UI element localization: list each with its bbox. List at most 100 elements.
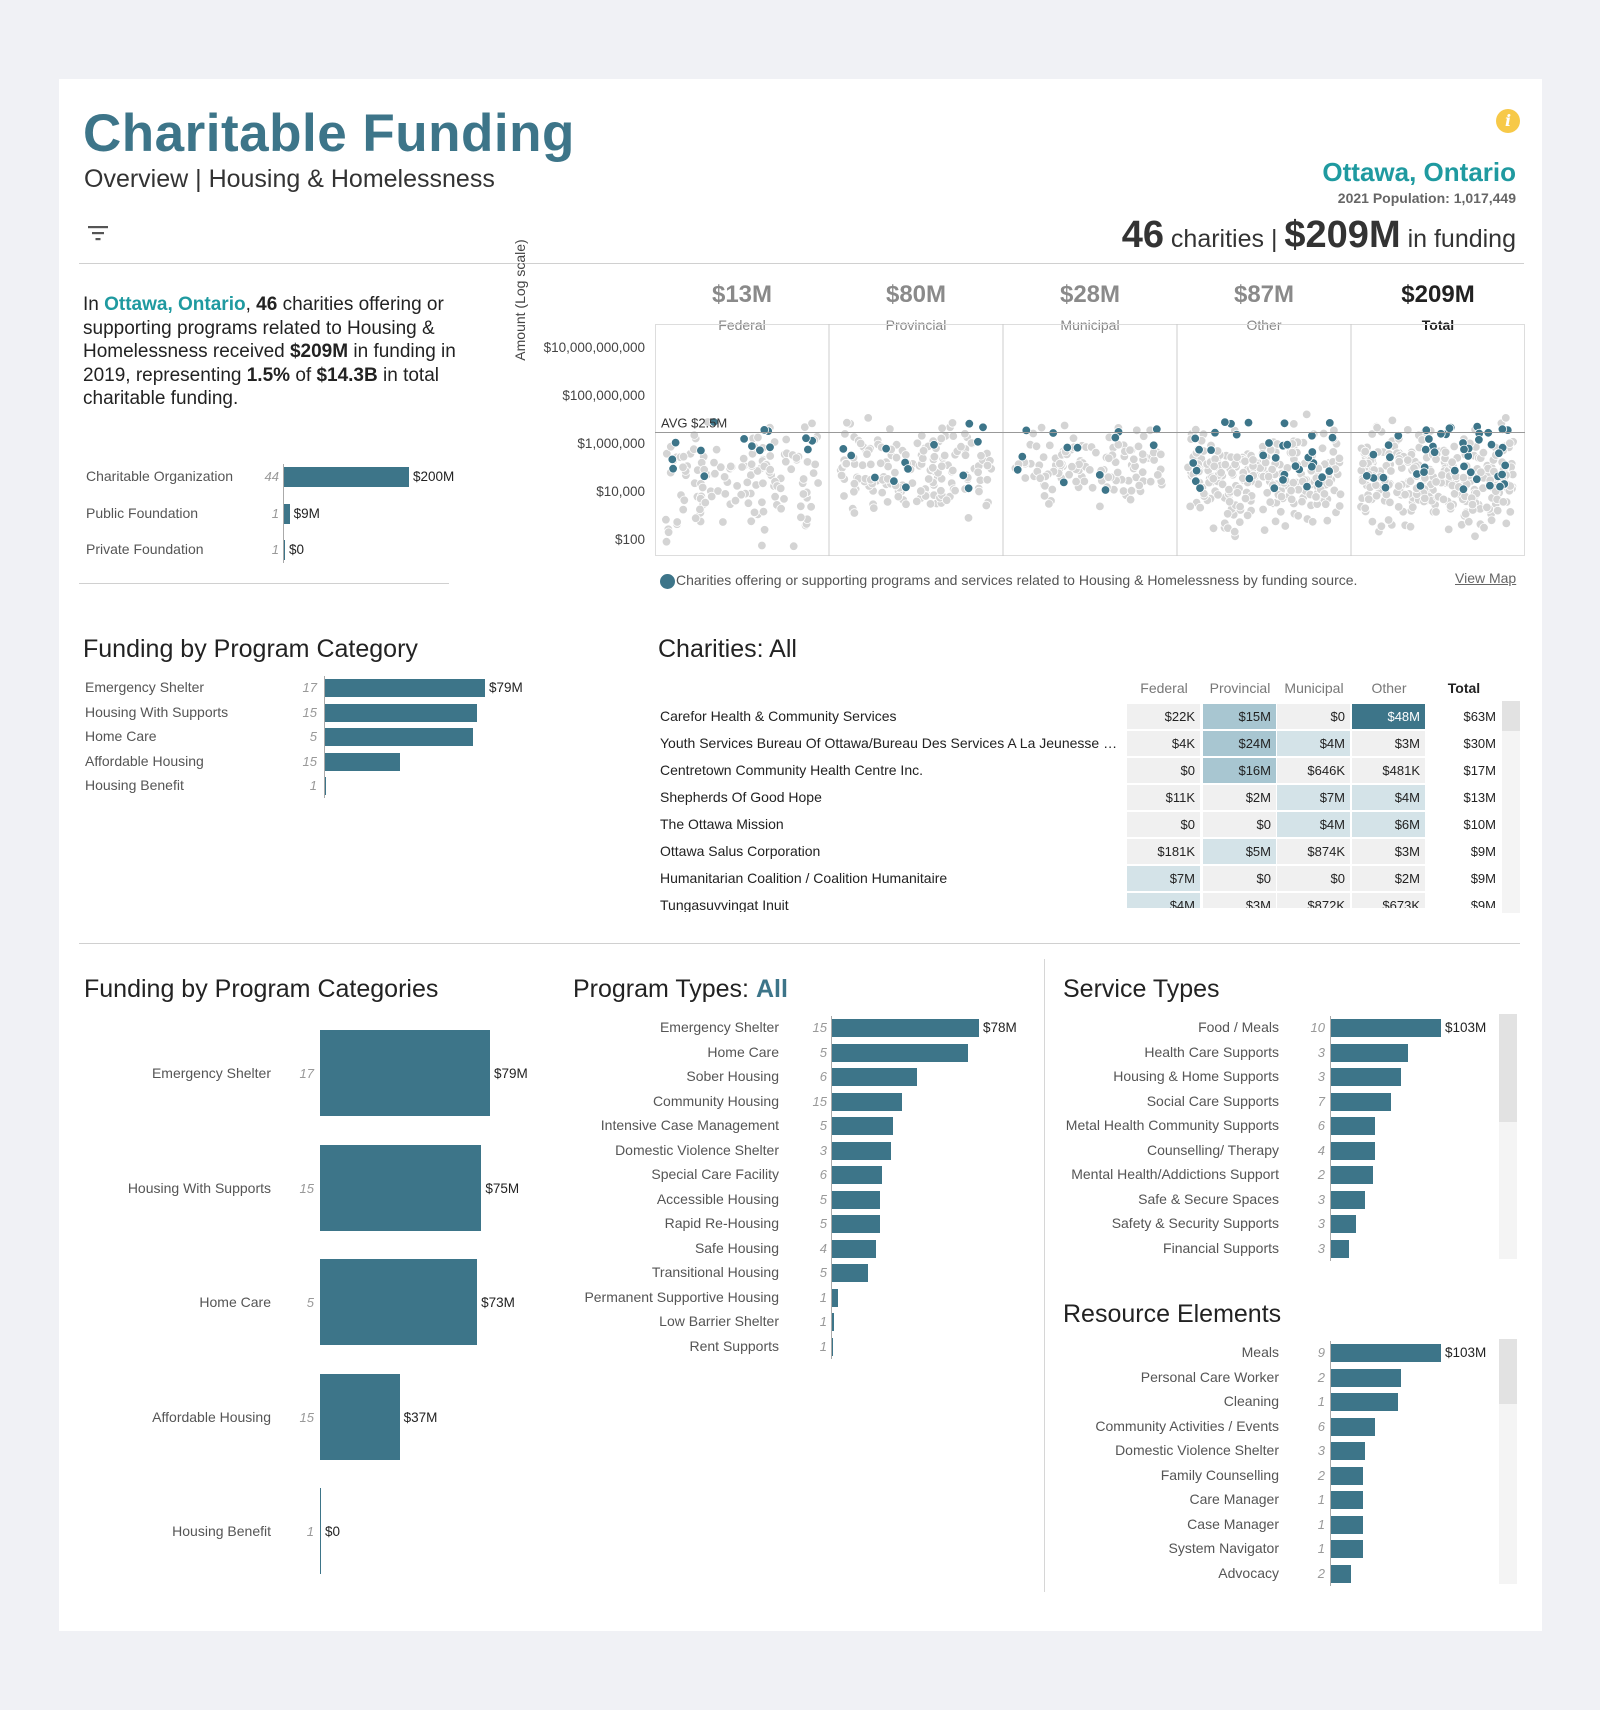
program-type-label[interactable]: Rent Supports <box>689 1337 780 1354</box>
program-type-bar[interactable] <box>832 1313 834 1331</box>
view-map-link[interactable]: View Map <box>1455 570 1517 586</box>
table-cell[interactable]: $48M <box>1352 704 1425 729</box>
program-type-label[interactable]: Domestic Violence Shelter <box>615 1141 779 1158</box>
table-row-name[interactable]: Ottawa Salus Corporation <box>660 843 821 859</box>
program-type-label[interactable]: Accessible Housing <box>656 1190 779 1207</box>
program-categories-label[interactable]: Affordable Housing <box>152 1408 271 1425</box>
program-type-label[interactable]: Home Care <box>707 1043 779 1060</box>
service-type-bar[interactable] <box>1331 1068 1402 1086</box>
resource-element-bar[interactable] <box>1331 1442 1365 1460</box>
table-cell[interactable]: $4M <box>1277 812 1350 837</box>
table-row-name[interactable]: Carefor Health & Community Services <box>660 708 897 724</box>
service-type-label[interactable]: Safe & Secure Spaces <box>1138 1190 1279 1207</box>
resource-element-bar[interactable] <box>1331 1491 1364 1509</box>
program-type-label[interactable]: Emergency Shelter <box>659 1019 779 1035</box>
program-type-label[interactable]: Low Barrier Shelter <box>659 1313 779 1329</box>
resource-element-bar[interactable] <box>1331 1564 1352 1583</box>
resource-element-label[interactable]: System Navigator <box>1168 1540 1279 1556</box>
program-category-label[interactable]: Affordable Housing <box>85 752 204 769</box>
table-cell[interactable]: $181K <box>1127 839 1200 864</box>
service-type-bar[interactable] <box>1331 1239 1350 1258</box>
service-type-label[interactable]: Counselling/ Therapy <box>1146 1141 1279 1158</box>
program-category-label[interactable]: Housing Benefit <box>85 777 184 793</box>
table-column-header[interactable]: Total <box>1447 680 1481 696</box>
org-type-bar[interactable] <box>284 503 290 524</box>
table-cell[interactable]: $0 <box>1127 758 1200 783</box>
service-type-label[interactable]: Metal Health Community Supports <box>1065 1117 1279 1133</box>
program-type-label[interactable]: Community Housing <box>652 1092 779 1109</box>
table-cell[interactable]: $3M <box>1352 731 1425 756</box>
program-type-label[interactable]: Sober Housing <box>686 1068 779 1084</box>
program-category-bar[interactable] <box>325 679 485 697</box>
table-row-name[interactable]: Tungasuvvingat Inuit <box>660 897 789 912</box>
table-row-name[interactable]: The Ottawa Mission <box>660 816 784 832</box>
program-type-bar[interactable] <box>832 1337 833 1356</box>
table-cell[interactable]: $4M <box>1352 785 1425 810</box>
program-type-label[interactable]: Special Care Facility <box>651 1166 779 1182</box>
program-type-bar[interactable] <box>832 1092 902 1111</box>
resource-element-bar[interactable] <box>1331 1515 1364 1534</box>
program-category-label[interactable]: Emergency Shelter <box>85 679 205 695</box>
table-column-header[interactable]: Federal <box>1140 680 1188 696</box>
resource-element-bar[interactable] <box>1331 1393 1399 1411</box>
service-type-bar[interactable] <box>1331 1190 1365 1209</box>
program-type-bar[interactable] <box>832 1239 877 1258</box>
resource-element-label[interactable]: Family Counselling <box>1160 1466 1279 1483</box>
org-type-bar[interactable] <box>284 540 285 560</box>
program-category-label[interactable]: Home Care <box>85 728 157 744</box>
scatter-plot[interactable]: AVG $2.5M <box>655 324 1525 556</box>
program-type-bar[interactable] <box>832 1215 881 1233</box>
program-type-bar[interactable] <box>832 1166 882 1184</box>
table-cell[interactable]: $0 <box>1277 866 1350 891</box>
program-categories-bar[interactable] <box>320 1144 482 1231</box>
table-cell[interactable]: $0 <box>1203 866 1276 891</box>
resource-element-label[interactable]: Case Manager <box>1187 1515 1279 1532</box>
table-cell[interactable]: $646K <box>1277 758 1350 783</box>
table-column-header[interactable]: Municipal <box>1284 680 1344 696</box>
program-type-label[interactable]: Rapid Re-Housing <box>664 1215 779 1231</box>
service-type-label[interactable]: Financial Supports <box>1163 1239 1279 1256</box>
table-cell[interactable]: $7M <box>1127 866 1200 891</box>
org-type-label[interactable]: Charitable Organization <box>86 468 234 484</box>
org-type-bar[interactable] <box>284 467 409 487</box>
resource-element-bar[interactable] <box>1331 1540 1364 1558</box>
table-row-name[interactable]: Humanitarian Coalition / Coalition Human… <box>660 870 948 886</box>
service-type-label[interactable]: Social Care Supports <box>1146 1092 1279 1109</box>
program-category-bar[interactable] <box>325 752 400 771</box>
resource-element-bar[interactable] <box>1331 1417 1375 1436</box>
service-type-label[interactable]: Safety & Security Supports <box>1111 1215 1279 1231</box>
program-categories-label[interactable]: Emergency Shelter <box>151 1065 271 1081</box>
program-type-bar[interactable] <box>832 1068 917 1086</box>
table-cell[interactable]: $5M <box>1203 839 1276 864</box>
table-cell[interactable]: $0 <box>1277 704 1350 729</box>
program-categories-bar[interactable] <box>320 1373 400 1460</box>
table-row-name[interactable]: Centretown Community Health Centre Inc. <box>660 762 923 778</box>
program-type-bar[interactable] <box>832 1264 868 1282</box>
table-cell[interactable]: $2M <box>1352 866 1425 891</box>
resource-element-label[interactable]: Advocacy <box>1218 1564 1279 1581</box>
service-type-label[interactable]: Mental Health/Addictions Support <box>1071 1166 1279 1182</box>
service-type-bar[interactable] <box>1331 1215 1357 1233</box>
program-type-label[interactable]: Transitional Housing <box>651 1264 779 1280</box>
program-type-label[interactable]: Permanent Supportive Housing <box>584 1288 779 1305</box>
service-type-label[interactable]: Food / Meals <box>1198 1019 1279 1035</box>
table-cell[interactable]: $11K <box>1127 785 1200 810</box>
table-cell[interactable]: $24M <box>1203 731 1276 756</box>
table-cell[interactable]: $481K <box>1352 758 1425 783</box>
program-categories-label[interactable]: Housing With Supports <box>127 1179 271 1196</box>
resource-element-label[interactable]: Meals <box>1241 1344 1279 1360</box>
table-cell[interactable]: $872K <box>1277 893 1350 908</box>
table-row-name[interactable]: Shepherds Of Good Hope <box>660 789 822 805</box>
org-type-label[interactable]: Public Foundation <box>86 504 199 521</box>
program-type-bar[interactable] <box>832 1019 979 1037</box>
service-type-bar[interactable] <box>1331 1141 1375 1160</box>
table-scroll-thumb[interactable] <box>1502 701 1520 731</box>
table-cell[interactable]: $22K <box>1127 704 1200 729</box>
resource-element-bar[interactable] <box>1331 1368 1402 1387</box>
table-scrollbar[interactable] <box>1502 701 1520 913</box>
resource-element-label[interactable]: Personal Care Worker <box>1140 1368 1279 1385</box>
service-type-bar[interactable] <box>1331 1043 1408 1062</box>
program-category-bar[interactable] <box>325 777 326 795</box>
table-cell[interactable]: $0 <box>1203 812 1276 837</box>
service-types-scroll-thumb[interactable] <box>1499 1014 1517 1122</box>
